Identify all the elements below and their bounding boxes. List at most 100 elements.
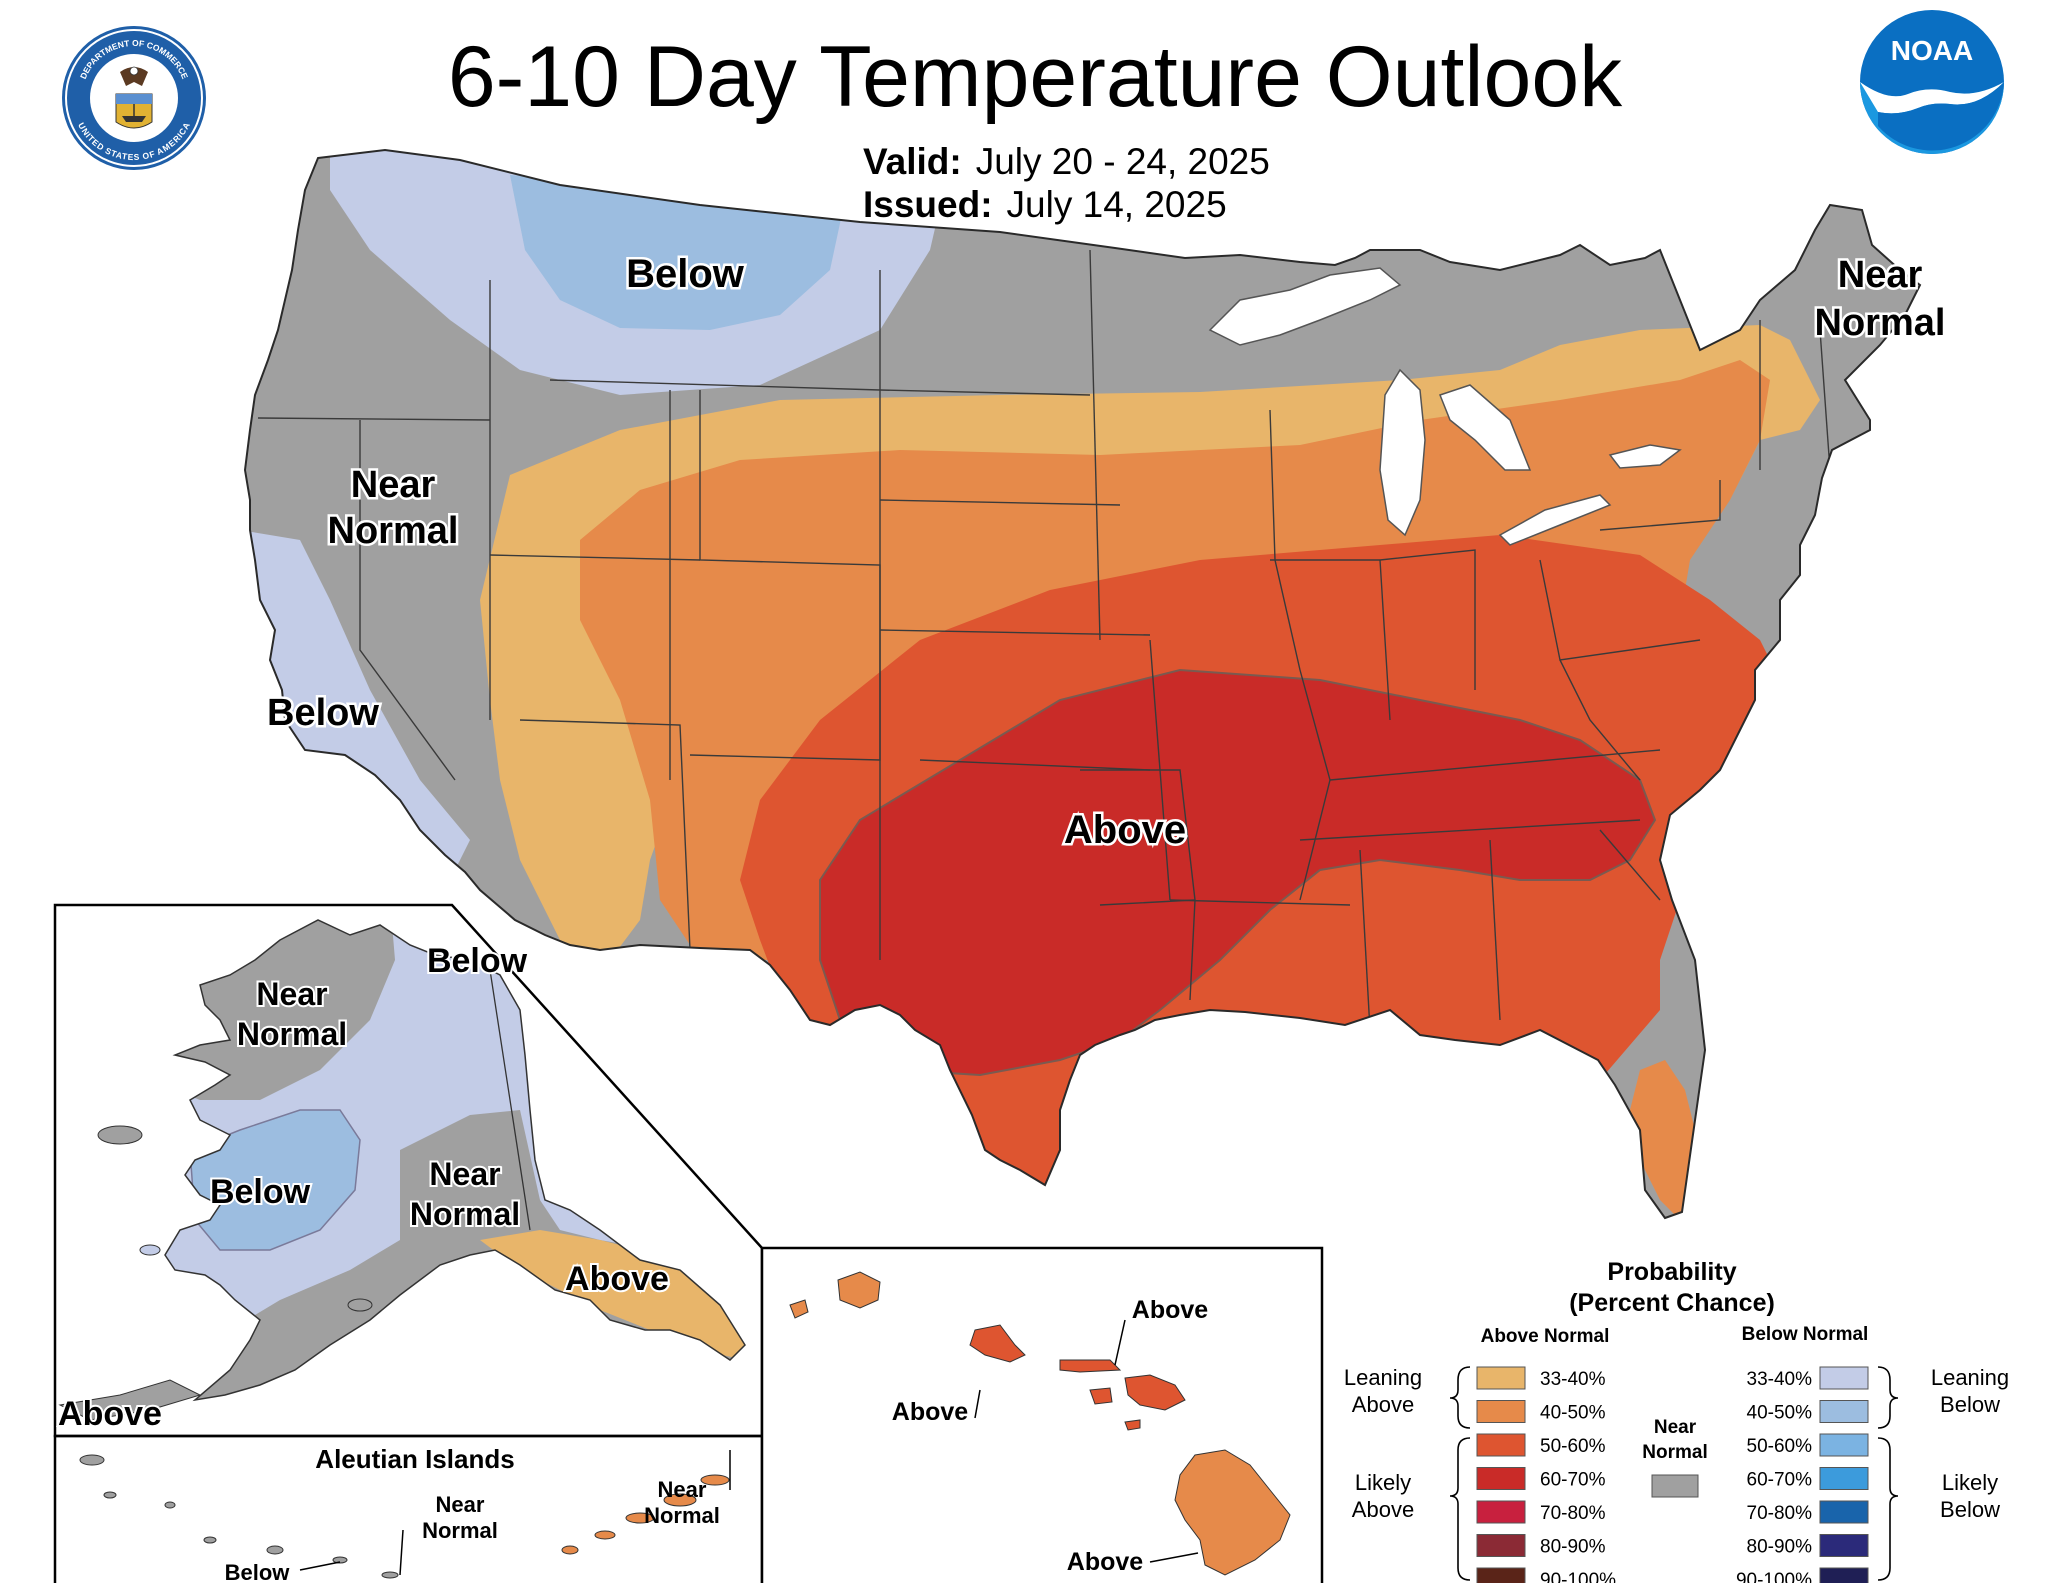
- valid-dates: Valid: July 20 - 24, 2025: [863, 141, 1270, 183]
- legend-swatch-label: 40-50%: [1747, 1403, 1813, 1424]
- aleutian-pointer-near-normal: [399, 1529, 404, 1576]
- issued-label: Issued:: [863, 184, 993, 225]
- legend-leaning-above-2: Above: [1352, 1392, 1414, 1417]
- legend-swatch-label: 70-80%: [1540, 1503, 1606, 1524]
- hi-pointer-above-3: [1149, 1552, 1199, 1563]
- legend-swatch-label: 50-60%: [1540, 1436, 1606, 1457]
- hi-island-kauai: [837, 1271, 881, 1309]
- legend-bracket-likely-below: [1877, 1437, 1899, 1581]
- aleutian-island-above: [700, 1474, 730, 1486]
- legend-leaning-below-2: Below: [1940, 1392, 2000, 1417]
- noaa-logo-text: NOAA: [1891, 35, 1973, 66]
- legend-likely-above-1: Likely: [1355, 1470, 1411, 1495]
- legend-swatch: [1819, 1467, 1869, 1490]
- ak-island-stlawrence: [97, 1125, 143, 1145]
- legend-swatch-label: 60-70%: [1747, 1470, 1813, 1491]
- ak-below-dark: [189, 1109, 361, 1251]
- legend-below-items: 33-40% 40-50% 50-60% 60-70% 70-80% 80-90% 90-1…: [1736, 1366, 1869, 1583]
- legend-swatch: [1476, 1400, 1526, 1423]
- legend-swatch: [1476, 1467, 1526, 1490]
- ak-canada-border: [489, 969, 531, 1231]
- hi-pointer-above-2: [974, 1389, 981, 1419]
- conus-outline: [243, 148, 1922, 1220]
- label-hi-above-3: Above: [1067, 1548, 1144, 1576]
- hi-island-big-island: [1174, 1449, 1291, 1576]
- label-ak-near-normal-south-2: Normal: [410, 1196, 520, 1232]
- legend-likely-below-1: Likely: [1942, 1470, 1998, 1495]
- legend-swatch-label: 60-70%: [1540, 1470, 1606, 1491]
- legend-likely-below-2: Below: [1940, 1497, 2000, 1522]
- aleutian-island: [266, 1545, 284, 1555]
- state-borders: [257, 249, 1831, 1031]
- label-ak-near-normal-north-2: Normal: [237, 1016, 347, 1052]
- doc-seal-logo: DEPARTMENT OF COMMERCE UNITED STATES OF …: [62, 26, 206, 170]
- legend-near-normal-2: Normal: [1642, 1442, 1707, 1463]
- legend-bracket-likely-above: [1449, 1437, 1471, 1581]
- label-aleutian-near-normal-2: Normal: [422, 1518, 498, 1543]
- label-aleutian-near-normal-east-1: Near: [658, 1477, 707, 1502]
- label-ak-near-normal-north-1: Near: [256, 976, 327, 1012]
- hi-island-kahoolawe: [1124, 1419, 1141, 1431]
- hi-island-maui: [1124, 1374, 1186, 1411]
- hi-island-lanai: [1089, 1387, 1113, 1405]
- legend-swatch-label: 40-50%: [1540, 1403, 1606, 1424]
- label-aleutian-near-normal-east-2: Normal: [644, 1503, 720, 1528]
- label-hi-above-2: Above: [892, 1398, 969, 1426]
- hi-island-molokai: [1059, 1359, 1122, 1373]
- label-aleutian-below: Below: [225, 1560, 291, 1583]
- ak-peninsula-tip: [58, 1379, 202, 1421]
- issued-value: July 14, 2025: [1006, 184, 1227, 225]
- legend-below-header: Below Normal: [1742, 1324, 1869, 1345]
- aleutian-island: [381, 1571, 399, 1579]
- legend-bracket-leaning-above: [1449, 1366, 1471, 1429]
- label-ak-near-normal-south-1: Near: [429, 1156, 500, 1192]
- label-conus-below-west: Below: [267, 692, 379, 734]
- aleutian-island-above: [594, 1530, 616, 1540]
- aleutian-island: [332, 1556, 348, 1564]
- aleutian-island: [79, 1454, 105, 1466]
- aleutian-island: [203, 1536, 217, 1544]
- alaska-inset: Below Near Normal Below Near Normal Abov…: [53, 903, 764, 1438]
- legend-swatch-label: 90-100%: [1736, 1570, 1812, 1583]
- conus-below-west: [245, 530, 470, 870]
- legend-title-2: (Percent Chance): [1569, 1289, 1775, 1317]
- issued-date: Issued: July 14, 2025: [863, 184, 1227, 226]
- legend-above-items: 33-40% 40-50% 50-60% 60-70% 70-80% 80-90% 90-1…: [1476, 1366, 1616, 1583]
- legend-swatch-label: 80-90%: [1747, 1537, 1813, 1558]
- ak-island-nunivak: [139, 1244, 161, 1256]
- label-conus-above: Above: [1064, 808, 1186, 852]
- legend-swatch: [1819, 1534, 1869, 1557]
- legend-swatch: [1476, 1500, 1526, 1524]
- legend-near-normal-1: Near: [1654, 1417, 1697, 1438]
- legend-swatch: [1476, 1534, 1526, 1557]
- aleutian-title: Aleutian Islands: [315, 1444, 514, 1474]
- hawaii-inset: Above Above Above: [760, 1246, 1324, 1583]
- legend-swatch-label: 80-90%: [1540, 1537, 1606, 1558]
- lake-erie: [1498, 494, 1612, 546]
- aleutian-island-above: [561, 1545, 579, 1555]
- legend-swatch-label: 70-80%: [1747, 1503, 1813, 1524]
- valid-label: Valid:: [863, 141, 962, 182]
- label-ak-below-west: Below: [210, 1173, 311, 1211]
- legend-leaning-above-1: Leaning: [1344, 1365, 1422, 1390]
- conus-above-60-70: [819, 668, 1657, 1077]
- legend-swatch: [1476, 1366, 1526, 1390]
- label-hi-above-1: Above: [1132, 1296, 1209, 1324]
- conus-below-north-dark: [510, 175, 845, 330]
- ak-island-kodiak: [347, 1298, 373, 1312]
- label-conus-below-north: Below: [626, 252, 745, 296]
- aleutian-pointer-below: [299, 1561, 341, 1571]
- label-ak-above-panhandle: Above: [565, 1260, 669, 1298]
- lake-superior: [1208, 267, 1402, 346]
- label-conus-near-normal-west-1: Near: [351, 464, 436, 506]
- legend-swatch-label: 33-40%: [1747, 1369, 1813, 1390]
- conus-florida-40-50: [1630, 1060, 1700, 1218]
- legend-swatch: [1476, 1433, 1526, 1457]
- aleutian-island: [103, 1491, 117, 1499]
- lake-huron: [1439, 384, 1532, 471]
- legend-swatch: [1819, 1433, 1869, 1457]
- alaska-outline: [164, 919, 746, 1402]
- aleutian-island-above: [663, 1493, 697, 1507]
- valid-value: July 20 - 24, 2025: [975, 141, 1270, 182]
